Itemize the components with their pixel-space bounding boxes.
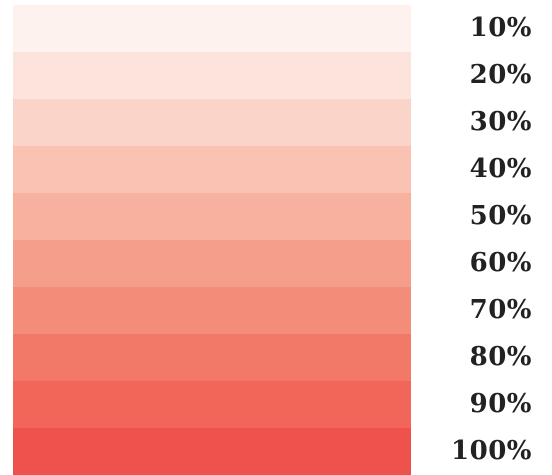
- swatch-70: [13, 287, 411, 334]
- swatch-20: [13, 52, 411, 99]
- tint-label-60: 60%: [469, 248, 532, 278]
- swatch-90: [13, 381, 411, 428]
- tint-label-100: 100%: [451, 436, 532, 466]
- swatch-30: [13, 99, 411, 146]
- tint-label-20: 20%: [469, 60, 532, 90]
- swatch-50: [13, 193, 411, 240]
- tint-label-40: 40%: [469, 154, 532, 184]
- tint-label-column: 10% 20% 30% 40% 50% 60% 70% 80% 90% 100%: [412, 5, 532, 475]
- tint-label-10: 10%: [469, 13, 532, 43]
- tint-label-30: 30%: [469, 107, 532, 137]
- swatch-60: [13, 240, 411, 287]
- tint-label-70: 70%: [469, 295, 532, 325]
- swatch-40: [13, 146, 411, 193]
- tint-swatch-column: [13, 5, 411, 475]
- tint-label-50: 50%: [469, 201, 532, 231]
- tint-label-80: 80%: [469, 342, 532, 372]
- swatch-100: [13, 428, 411, 475]
- swatch-10: [13, 5, 411, 52]
- swatch-80: [13, 334, 411, 381]
- tint-label-90: 90%: [469, 389, 532, 419]
